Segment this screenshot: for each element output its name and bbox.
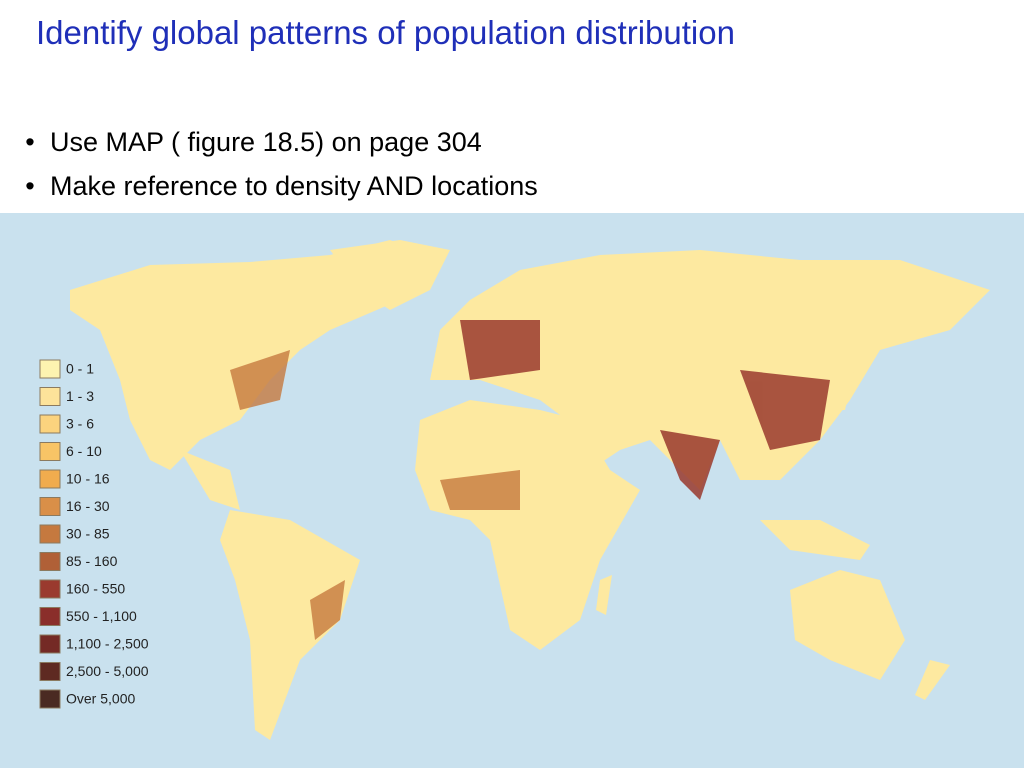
legend-swatch bbox=[39, 387, 61, 406]
bullet: Use MAP ( figure 18.5) on page 304 bbox=[10, 120, 538, 164]
legend-label: 0 - 1 bbox=[66, 361, 94, 377]
legend-label: 1,100 - 2,500 bbox=[66, 636, 149, 652]
slide-title: Identify global patterns of population d… bbox=[36, 14, 735, 51]
legend-label: Over 5,000 bbox=[66, 691, 135, 707]
legend-label: 16 - 30 bbox=[66, 498, 110, 514]
dense-india bbox=[660, 430, 720, 500]
legend-swatch bbox=[39, 552, 61, 571]
dense-brazil bbox=[310, 580, 345, 640]
legend-label: 1 - 3 bbox=[66, 388, 94, 404]
dense-us-east bbox=[230, 350, 290, 410]
legend: 0 - 1 1 - 3 3 - 6 6 - 10 10 - 16 16 - 30 30 - … bbox=[39, 359, 149, 709]
bullet: Make reference to density AND locations bbox=[10, 164, 538, 208]
legend-swatch bbox=[39, 442, 61, 461]
madagascar bbox=[596, 575, 612, 615]
north-america bbox=[70, 240, 440, 470]
new-zealand bbox=[915, 660, 950, 700]
legend-swatch bbox=[39, 469, 61, 489]
population-map: 0 - 1 1 - 3 3 - 6 6 - 10 10 - 16 16 - 30 30 - … bbox=[0, 213, 1024, 768]
legend-swatch bbox=[39, 414, 61, 434]
eurasia bbox=[430, 250, 990, 490]
indonesia bbox=[760, 520, 870, 560]
dense-europe bbox=[460, 320, 540, 380]
greenland bbox=[330, 240, 450, 310]
legend-label: 10 - 16 bbox=[66, 471, 110, 487]
legend-swatch bbox=[39, 662, 61, 681]
australia bbox=[790, 570, 905, 680]
dense-west-africa bbox=[440, 470, 520, 510]
central-america bbox=[180, 450, 240, 510]
legend-swatch bbox=[39, 634, 61, 654]
africa bbox=[415, 400, 640, 650]
dense-china bbox=[740, 370, 830, 450]
legend-label: 3 - 6 bbox=[66, 416, 94, 432]
legend-label: 85 - 160 bbox=[66, 553, 118, 569]
legend-label: 6 - 10 bbox=[66, 443, 102, 459]
legend-swatch bbox=[39, 524, 61, 544]
legend-label: 550 - 1,100 bbox=[66, 608, 137, 624]
legend-swatch bbox=[39, 359, 61, 379]
legend-swatch bbox=[39, 689, 61, 709]
land bbox=[70, 240, 990, 740]
legend-label: 30 - 85 bbox=[66, 526, 110, 542]
japan bbox=[830, 365, 855, 410]
bullet-list: Use MAP ( figure 18.5) on page 304 Make … bbox=[10, 120, 538, 208]
legend-label: 2,500 - 5,000 bbox=[66, 663, 149, 679]
legend-label: 160 - 550 bbox=[66, 581, 125, 597]
legend-swatch bbox=[39, 497, 61, 516]
legend-swatch bbox=[39, 579, 61, 599]
legend-swatch bbox=[39, 607, 61, 626]
south-america bbox=[220, 510, 360, 740]
